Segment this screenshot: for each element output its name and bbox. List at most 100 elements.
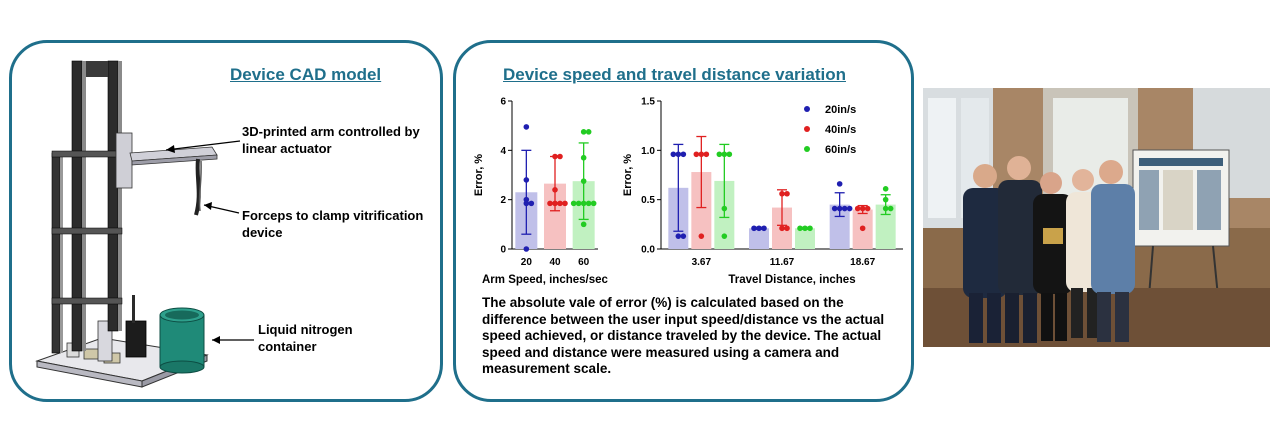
data-point	[887, 205, 894, 212]
chart-panel-title: Device speed and travel distance variati…	[503, 65, 846, 84]
data-point	[675, 233, 682, 239]
data-point	[846, 205, 853, 212]
data-point	[779, 190, 785, 197]
x-tick-label: 40	[549, 257, 561, 268]
data-point	[585, 129, 592, 135]
data-point	[721, 151, 728, 158]
y-tick-label: 0.5	[641, 195, 655, 206]
y-tick-label: 0	[500, 245, 506, 256]
y-tick-label: 0.0	[641, 245, 655, 256]
legend-marker	[804, 146, 810, 152]
y-axis-label: Error, %	[473, 154, 485, 196]
data-point	[585, 200, 592, 207]
data-point	[580, 129, 587, 135]
legend-marker	[804, 126, 810, 132]
x-tick-label: 60	[578, 257, 590, 268]
data-point	[859, 225, 866, 232]
data-point	[882, 186, 889, 192]
data-point	[557, 200, 563, 207]
data-point	[841, 205, 848, 212]
error-description: The absolute vale of error (%) is calcul…	[482, 295, 885, 376]
x-tick-label: 18.67	[850, 257, 875, 268]
data-point	[784, 190, 790, 197]
team-photo	[923, 88, 1270, 347]
bar	[875, 204, 896, 249]
data-point	[761, 225, 767, 232]
data-point	[523, 200, 530, 207]
data-point	[882, 205, 889, 212]
data-point	[590, 200, 597, 207]
y-tick-label: 4	[500, 146, 506, 157]
y-tick-label: 1.0	[641, 146, 655, 157]
data-point	[580, 200, 587, 207]
x-axis-label: Arm Speed, inches/sec	[482, 274, 609, 286]
cad-model-panel: Device CAD model	[9, 40, 443, 402]
data-point	[580, 154, 587, 161]
data-point	[552, 153, 558, 160]
data-point	[570, 200, 577, 207]
data-point	[693, 151, 700, 158]
legend-label: 40in/s	[825, 124, 856, 136]
arm-speed-error-chart: 0 2 4 6 Error, % 20 40 60 Arm Speed, inches/sec	[473, 97, 609, 287]
data-point	[675, 151, 682, 158]
y-tick-label: 1.5	[641, 97, 655, 108]
y-axis-label: Error, %	[622, 154, 634, 196]
bar	[749, 228, 769, 249]
legend-label: 20in/s	[825, 104, 856, 116]
data-point	[721, 233, 728, 239]
container-label: Liquid nitrogen container	[258, 322, 353, 354]
bar	[544, 183, 566, 249]
data-point	[580, 221, 587, 228]
data-point	[552, 200, 558, 207]
data-point	[547, 200, 553, 207]
data-point	[523, 124, 530, 130]
data-point	[680, 151, 687, 158]
data-point	[854, 205, 861, 212]
cad-model-illustration	[35, 60, 254, 388]
data-point	[721, 205, 728, 212]
cad-panel-title: Device CAD model	[230, 65, 382, 84]
data-point	[523, 177, 530, 183]
y-tick-label: 2	[500, 195, 506, 206]
data-point	[784, 225, 790, 232]
data-point	[797, 225, 803, 232]
data-point	[859, 205, 866, 212]
data-point	[575, 200, 582, 207]
data-point	[698, 151, 705, 158]
data-point	[557, 153, 563, 160]
data-point	[716, 151, 723, 158]
x-tick-label: 20	[521, 257, 533, 268]
bar	[691, 172, 712, 249]
data-point	[756, 225, 762, 232]
arm-label: 3D-printed arm controlled by linear actu…	[242, 124, 420, 156]
forceps-label: Forceps to clamp vitrification device	[242, 208, 424, 240]
bar	[795, 228, 815, 249]
data-point	[807, 225, 813, 232]
data-point	[562, 200, 568, 207]
data-point	[698, 233, 705, 239]
data-point	[680, 233, 687, 239]
bar	[829, 204, 850, 249]
data-point	[552, 187, 558, 193]
y-tick-label: 6	[500, 97, 506, 108]
data-point	[670, 151, 677, 158]
data-point	[528, 200, 535, 207]
data-point	[864, 205, 871, 212]
x-axis-label: Travel Distance, inches	[728, 274, 855, 286]
data-point	[580, 178, 587, 184]
data-point	[523, 246, 530, 252]
data-point	[802, 225, 808, 232]
data-point	[726, 151, 733, 158]
legend-marker	[804, 106, 810, 112]
travel-distance-error-chart: 0.0 0.5 1.0 1.5 Error, % 3.67 11.67 18.67 Travel…	[622, 97, 903, 286]
data-point	[779, 225, 785, 232]
data-point	[836, 205, 843, 212]
people-group	[963, 156, 1135, 343]
data-point	[703, 151, 710, 158]
data-point	[882, 196, 889, 203]
legend-label: 60in/s	[825, 144, 856, 156]
speed-distance-panel: Device speed and travel distance variati…	[453, 40, 914, 402]
x-tick-label: 3.67	[692, 257, 712, 268]
data-point	[836, 181, 843, 187]
data-point	[831, 205, 838, 212]
